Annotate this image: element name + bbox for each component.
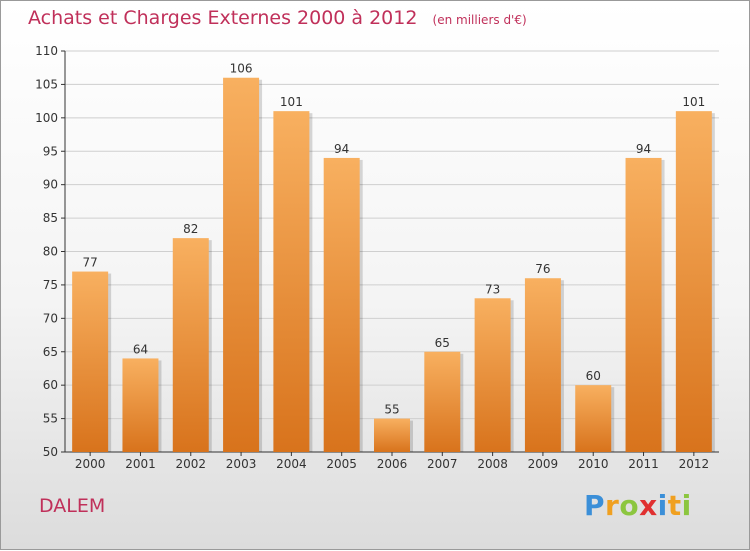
- data-label: 82: [183, 222, 198, 236]
- data-label: 76: [535, 262, 550, 276]
- bar-2009: [524, 278, 561, 452]
- logo-letter: t: [667, 489, 682, 522]
- bar-2006: [374, 418, 410, 452]
- data-label: 73: [485, 282, 500, 296]
- y-tick-label: 110: [35, 44, 58, 58]
- x-tick-label: 2005: [326, 457, 357, 471]
- logo-letter: x: [639, 489, 658, 522]
- bar-2003: [223, 77, 260, 452]
- x-tick-label: 2000: [75, 457, 106, 471]
- logo-letter: r: [605, 489, 620, 522]
- logo-letter: o: [619, 489, 640, 522]
- bar-2002: [172, 238, 209, 452]
- proxiti-logo: Proxiti: [584, 489, 692, 522]
- x-tick-label: 2004: [276, 457, 307, 471]
- bar-2004: [273, 111, 310, 453]
- bar-2007: [424, 351, 461, 452]
- y-tick-label: 70: [43, 311, 58, 325]
- chart-unit: (en milliers d'€): [432, 13, 527, 27]
- bar-2010: [575, 385, 612, 452]
- x-tick-label: 2003: [226, 457, 257, 471]
- data-label: 77: [83, 256, 98, 270]
- y-tick-label: 55: [43, 412, 58, 426]
- y-tick-label: 75: [43, 278, 58, 292]
- data-label: 106: [230, 62, 253, 76]
- chart-title: Achats et Charges Externes 2000 à 2012: [28, 7, 418, 29]
- y-tick-label: 65: [43, 345, 58, 359]
- bar-2001: [122, 358, 159, 452]
- logo-letter: i: [657, 489, 668, 522]
- x-tick-label: 2012: [679, 457, 710, 471]
- x-tick-label: 2002: [175, 457, 206, 471]
- logo-letter: P: [584, 489, 606, 522]
- x-tick-label: 2008: [477, 457, 508, 471]
- data-label: 60: [586, 369, 601, 383]
- x-tick-label: 2010: [578, 457, 609, 471]
- x-tick-label: 2001: [125, 457, 156, 471]
- bar-2005: [323, 157, 360, 452]
- y-tick-label: 85: [43, 211, 58, 225]
- logo-letter: i: [681, 489, 692, 522]
- y-tick-label: 95: [43, 144, 58, 158]
- data-label: 101: [682, 95, 705, 109]
- x-tick-label: 2006: [377, 457, 408, 471]
- y-tick-label: 105: [35, 77, 58, 91]
- bar-2012: [675, 111, 712, 453]
- commune-name: DALEM: [39, 495, 106, 517]
- x-tick-label: 2011: [628, 457, 659, 471]
- data-label: 55: [384, 403, 399, 417]
- data-label: 101: [280, 95, 303, 109]
- bar-2000: [72, 271, 109, 452]
- title-row: Achats et Charges Externes 2000 à 2012 (…: [28, 7, 527, 29]
- x-tick-label: 2009: [528, 457, 559, 471]
- data-label: 64: [133, 342, 148, 356]
- bar-2011: [625, 157, 662, 452]
- y-tick-label: 90: [43, 178, 58, 192]
- y-tick-label: 100: [35, 111, 58, 125]
- data-label: 65: [435, 336, 450, 350]
- x-tick-label: 2007: [427, 457, 458, 471]
- data-label: 94: [636, 142, 651, 156]
- y-tick-label: 50: [43, 445, 58, 459]
- y-tick-label: 80: [43, 245, 58, 259]
- bar-2008: [474, 298, 511, 452]
- data-label: 94: [334, 142, 349, 156]
- y-tick-label: 60: [43, 378, 58, 392]
